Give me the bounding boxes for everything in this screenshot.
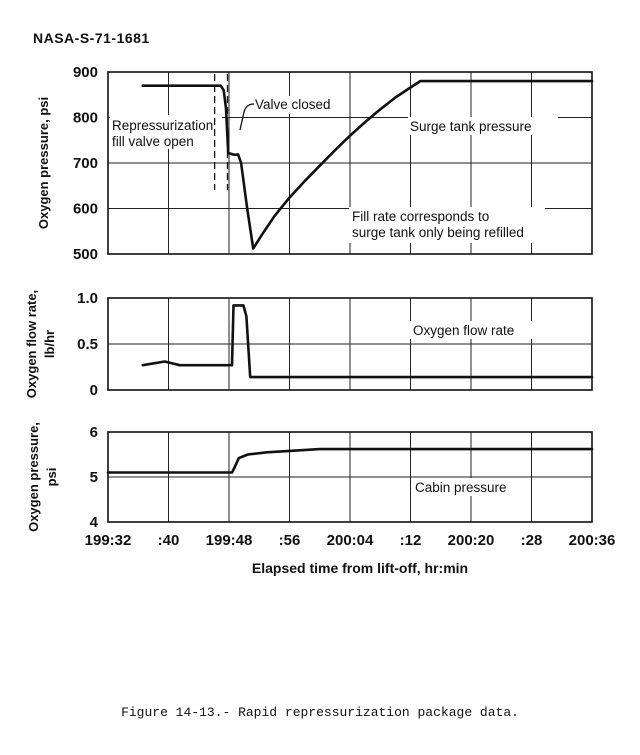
annotation-valve-closed: Valve closed [255, 97, 331, 112]
y-axis-title: Oxygen flow rate, [24, 290, 39, 398]
x-tick-label: 200:04 [327, 532, 374, 549]
series-label-flow: Oxygen flow rate [413, 323, 514, 338]
plot-frame [107, 71, 593, 255]
y-axis-title: Oxygen pressure, psi [36, 97, 51, 229]
x-tick-label: 199:32 [85, 532, 132, 549]
document-id: NASA-S-71-1681 [33, 30, 150, 46]
plot-frame [107, 431, 593, 523]
annotation-valve-open: Repressurization [112, 118, 213, 133]
annotation-fill-rate: Fill rate corresponds to [352, 209, 489, 224]
label-backdrop [253, 96, 343, 114]
label-backdrop [408, 117, 558, 135]
y-tick-label: 700 [73, 155, 98, 172]
annotation-valve-open: fill valve open [112, 134, 194, 149]
series-line-flow [141, 304, 594, 379]
label-backdrop [412, 478, 518, 496]
label-backdrop [349, 207, 545, 243]
y-tick-label: 0 [90, 382, 98, 399]
y-tick-label: 600 [73, 201, 98, 218]
label-backdrop [110, 115, 222, 149]
x-tick-label: 200:20 [448, 532, 495, 549]
y-axis-title: Oxygen pressure, [26, 422, 41, 532]
y-axis-title: psi [44, 468, 59, 487]
x-tick-label: :56 [279, 532, 301, 549]
series-line-cabin [106, 447, 594, 474]
y-tick-label: 800 [73, 110, 98, 127]
y-tick-label: 1.0 [77, 290, 98, 307]
y-tick-label: 500 [73, 246, 98, 263]
y-axis-title: lb/hr [42, 330, 57, 358]
x-tick-label: 199:48 [206, 532, 253, 549]
plot-frame [107, 297, 593, 391]
x-axis-title: Elapsed time from lift-off, hr:min [252, 560, 468, 576]
x-tick-label: 200:36 [569, 532, 616, 549]
series-line-surge [141, 79, 594, 250]
series-label-cabin: Cabin pressure [415, 480, 507, 495]
x-tick-label: :40 [158, 532, 180, 549]
figure-caption: Figure 14-13.- Rapid repressurization pa… [121, 705, 519, 720]
label-backdrop [410, 321, 534, 339]
y-tick-label: 6 [90, 424, 98, 441]
y-tick-label: 5 [90, 469, 98, 486]
y-tick-label: 0.5 [77, 336, 98, 353]
y-tick-label: 4 [90, 514, 99, 531]
panel-flow [107, 297, 593, 391]
annotation-fill-rate: surge tank only being refilled [352, 225, 524, 240]
x-tick-label: :28 [521, 532, 543, 549]
series-label-surge: Surge tank pressure [410, 119, 532, 134]
x-tick-label: :12 [400, 532, 422, 549]
y-tick-label: 900 [73, 64, 98, 81]
panel-cabin [107, 431, 593, 523]
annotation-leader [239, 103, 255, 131]
